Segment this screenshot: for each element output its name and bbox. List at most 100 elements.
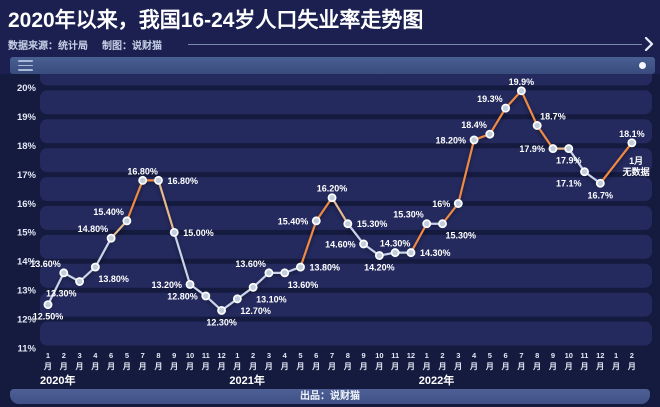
x-tick-month: 月: [169, 362, 178, 371]
data-point: [106, 233, 116, 243]
x-tick-number: 9: [551, 351, 555, 360]
x-tick-number: 6: [109, 351, 113, 360]
data-point: [359, 239, 369, 249]
data-point-label: 15.40%: [278, 216, 309, 226]
x-tick-number: 4: [283, 351, 288, 360]
data-point: [232, 294, 242, 304]
x-tick-month: 月: [153, 362, 162, 371]
x-tick-number: 2: [62, 351, 66, 360]
data-point: [75, 277, 85, 286]
menu-icon[interactable]: [18, 60, 33, 71]
x-tick-number: 10: [565, 351, 573, 360]
x-tick-month: 月: [422, 362, 431, 371]
trend-line-segment: [536, 124, 555, 150]
data-point-label: 14.20%: [364, 263, 395, 273]
data-point: [501, 103, 511, 113]
data-point: [374, 251, 384, 260]
data-point: [169, 227, 179, 237]
data-point: [422, 219, 432, 229]
x-tick-number: 8: [346, 351, 350, 360]
grid-band: [40, 177, 652, 201]
year-label: 2020年: [40, 373, 75, 387]
data-point-label: 16%: [432, 199, 450, 209]
data-point-label: 13.80%: [309, 263, 340, 273]
trend-line-segment: [567, 147, 586, 173]
data-point-label: 13.30%: [46, 289, 77, 299]
x-tick-number: 1: [46, 351, 50, 360]
x-tick-month: 月: [106, 362, 115, 371]
data-point-label: 13.20%: [151, 280, 182, 290]
x-tick-number: 5: [298, 351, 302, 360]
x-tick-number: 1: [235, 351, 239, 360]
data-point: [201, 291, 211, 301]
x-tick-month: 月: [185, 362, 194, 371]
data-point: [548, 144, 558, 154]
data-point-label: 15.30%: [446, 231, 477, 241]
trend-line-segment: [46, 271, 65, 306]
x-tick-month: 月: [343, 362, 352, 371]
data-point: [469, 135, 479, 145]
x-tick-number: 1: [614, 351, 618, 360]
chart-credit-label: 制图：说财猫: [102, 40, 162, 52]
data-point: [122, 216, 132, 226]
grid-band: [40, 90, 652, 115]
x-tick-month: 月: [75, 362, 84, 371]
grid-band: [40, 292, 652, 317]
year-label: 2022年: [419, 373, 454, 387]
data-point-label: 16.80%: [167, 176, 198, 186]
data-point: [248, 282, 258, 292]
data-points: [43, 86, 637, 315]
data-point: [343, 219, 353, 229]
data-point: [217, 305, 227, 315]
data-point-label: 13.60%: [235, 259, 266, 269]
data-point-label: 17.1%: [556, 179, 582, 189]
y-tick-label: 19%: [17, 112, 37, 123]
data-point-label: 19.3%: [477, 94, 503, 104]
x-tick-number: 12: [407, 351, 415, 360]
x-tick-month: 月: [327, 362, 336, 371]
x-tick-number: 12: [217, 351, 225, 360]
data-point: [59, 268, 69, 278]
no-data-annotation-line: 1月: [629, 156, 643, 166]
data-point-label: 17.9%: [556, 156, 582, 166]
x-tick-number: 9: [172, 351, 176, 360]
x-tick-number: 2: [440, 351, 444, 360]
x-tick-number: 11: [581, 351, 589, 360]
x-tick-number: 3: [456, 351, 460, 360]
x-tick-number: 11: [391, 351, 399, 360]
x-tick-number: 8: [535, 351, 539, 360]
trend-line-segment: [488, 107, 507, 136]
x-tick-month: 月: [548, 362, 557, 371]
data-point-label: 12.30%: [206, 317, 237, 327]
grid-band: [40, 206, 652, 230]
data-point: [453, 199, 463, 208]
trend-line-segment: [315, 196, 334, 222]
x-tick-month: 月: [453, 362, 462, 371]
data-point: [185, 279, 195, 289]
data-point: [485, 129, 495, 139]
data-point: [280, 268, 290, 278]
grid-band: [40, 148, 652, 173]
x-tick-number: 8: [156, 351, 160, 360]
trend-line-segment: [125, 179, 144, 222]
x-tick-number: 9: [362, 351, 366, 360]
x-tick-month: 月: [217, 362, 226, 371]
y-tick-label: 16%: [17, 199, 37, 210]
toolbar: [10, 57, 655, 74]
data-point: [580, 167, 589, 177]
data-point-label: 14.60%: [325, 239, 356, 249]
data-point-label: 15.00%: [183, 228, 214, 238]
x-tick-number: 2: [251, 351, 255, 360]
data-point-label: 15.30%: [393, 210, 424, 220]
x-tick-month: 月: [280, 362, 289, 371]
record-dot-icon: [639, 62, 646, 69]
x-tick-number: 12: [596, 351, 604, 360]
x-tick-month: 月: [201, 362, 210, 371]
trend-line-segment: [94, 237, 113, 269]
data-point: [406, 248, 416, 258]
data-point-label: 16.20%: [317, 184, 348, 194]
y-tick-label: 15%: [17, 228, 37, 239]
data-point: [438, 219, 447, 229]
data-point: [516, 86, 526, 96]
